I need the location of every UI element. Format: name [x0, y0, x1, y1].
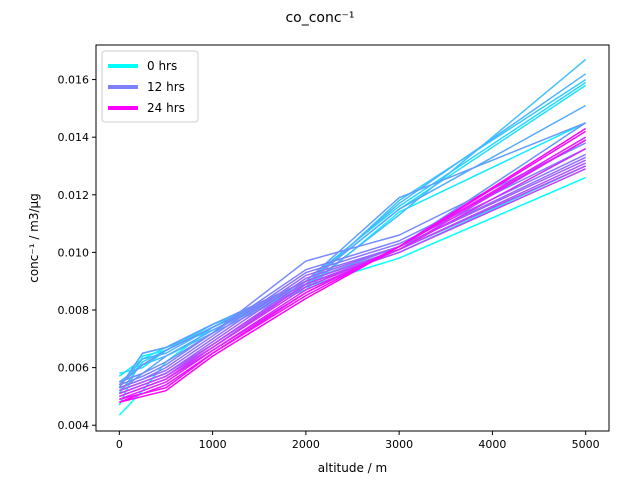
y-tick-label: 0.012: [58, 189, 90, 202]
y-tick-label: 0.004: [58, 419, 90, 432]
y-tick-label: 0.014: [58, 131, 90, 144]
series-line: [118, 122, 587, 386]
x-tick-label: 5000: [572, 438, 600, 451]
legend-frame: [101, 50, 199, 123]
x-tick-label: 3000: [385, 438, 413, 451]
legend-label: 12 hrs: [147, 80, 185, 94]
plot-frame: [95, 44, 610, 432]
series-line: [119, 127, 587, 403]
y-tick-label: 0.006: [58, 362, 90, 375]
x-axis-label: altitude / m: [318, 461, 387, 475]
x-tick-label: 4000: [478, 438, 506, 451]
x-tick-label: 2000: [292, 438, 320, 451]
legend: 0 hrs 12 hrs 24 hrs: [101, 50, 199, 123]
x-tick-label: 0: [116, 438, 123, 451]
series-line: [118, 122, 586, 389]
series-line: [119, 148, 587, 386]
legend-label: 24 hrs: [147, 101, 185, 115]
y-axis-label: conc⁻¹ / m3/µg: [27, 193, 41, 283]
series-group: [118, 58, 587, 416]
x-axis: 0 1000 2000 3000 4000 5000: [116, 431, 600, 451]
y-tick-label: 0.016: [58, 74, 90, 87]
chart-title: co_conc⁻¹: [285, 10, 354, 26]
legend-label: 0 hrs: [147, 59, 177, 73]
y-axis: 0.004 0.006 0.008 0.010 0.012 0.014 0.016: [58, 74, 96, 432]
x-tick-label: 1000: [199, 438, 227, 451]
y-tick-label: 0.010: [58, 246, 90, 259]
series-line: [118, 78, 587, 389]
series-line: [118, 176, 586, 416]
y-tick-label: 0.008: [58, 304, 90, 317]
